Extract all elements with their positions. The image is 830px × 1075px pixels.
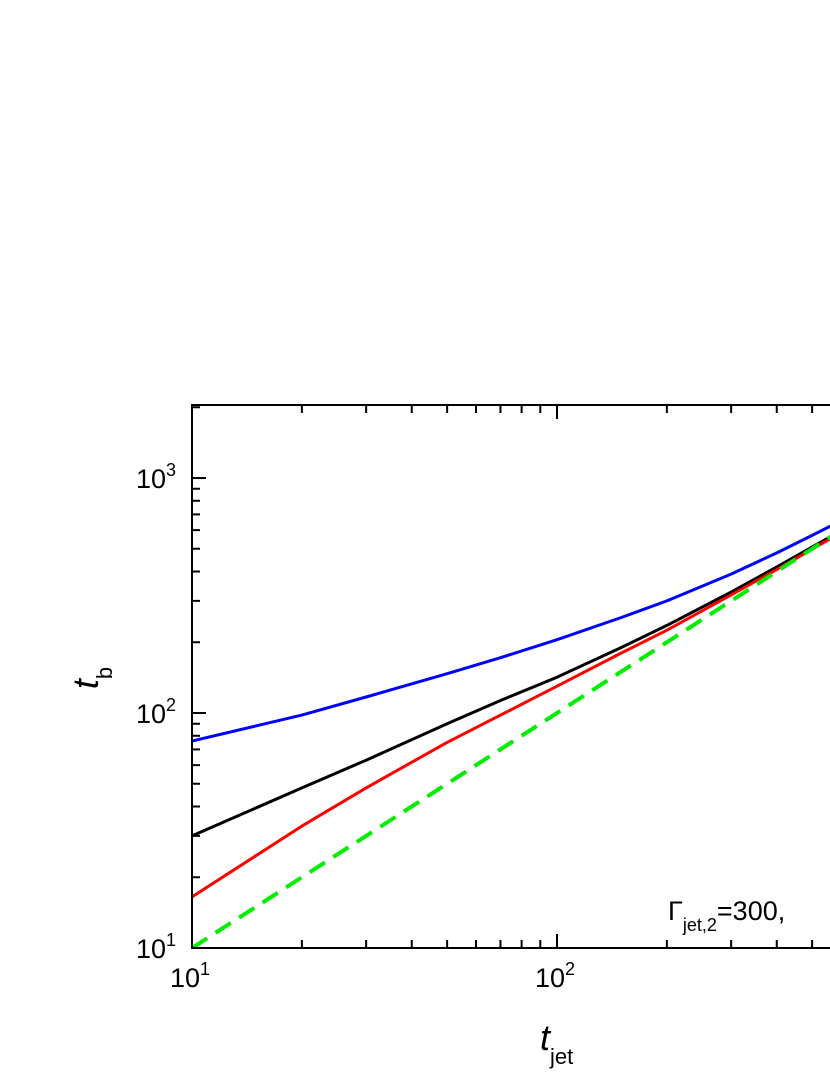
annotation-sub: jet,2 (682, 915, 717, 935)
labels-layer: 101 102 101 102 103 (136, 460, 575, 993)
y-axis-label-main: t (65, 677, 106, 689)
plot-frame (191, 404, 830, 949)
y-tick-label: 101 (136, 930, 176, 964)
x-tick-label: 102 (535, 959, 575, 993)
x-axis-label: tjet (540, 1017, 573, 1069)
series-line-3 (192, 537, 830, 899)
x-axis-label-sub: jet (549, 1044, 573, 1069)
x-tick-label: 101 (170, 959, 210, 993)
ticks-layer (191, 405, 814, 949)
y-tick-label: 103 (136, 460, 176, 494)
y-tick-label: 102 (136, 695, 176, 729)
x-axis-label-main: t (540, 1017, 552, 1058)
annotation: Γjet,2=300, (668, 896, 785, 935)
series-layer (192, 524, 830, 948)
series-line-1 (192, 524, 830, 743)
y-axis-label-sub: b (92, 667, 117, 679)
y-axis-label: tb (65, 667, 117, 689)
annotation-text: =300, (717, 896, 785, 926)
annotation-symbol: Γ (668, 896, 683, 926)
series-line-2 (192, 535, 830, 838)
series-line-4 (192, 534, 830, 948)
